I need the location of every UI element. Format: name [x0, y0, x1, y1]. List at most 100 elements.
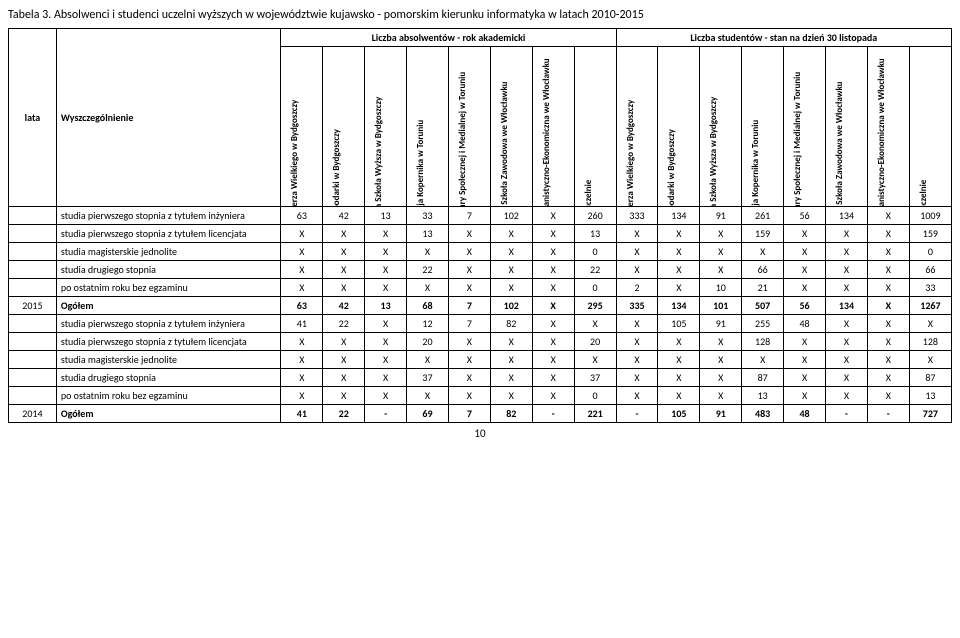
- row-label: studia pierwszego stopnia z tytułem lice…: [56, 225, 280, 243]
- data-cell: 20: [407, 333, 449, 351]
- data-cell: X: [700, 387, 742, 405]
- header-stu-4: Wyższa Szkoła Kultury Społecznej i Media…: [784, 47, 826, 207]
- data-cell: 1009: [909, 207, 951, 225]
- data-cell: X: [365, 351, 407, 369]
- data-cell: 0: [574, 279, 616, 297]
- data-cell: 12: [407, 315, 449, 333]
- data-cell: X: [323, 387, 365, 405]
- data-cell: X: [700, 243, 742, 261]
- row-label: studia magisterskie jednolite: [56, 351, 280, 369]
- header-abs-5: Państwowa Wyższa Szkoła Zawodowa we Włoc…: [490, 47, 532, 207]
- data-cell: 20: [574, 333, 616, 351]
- data-cell: -: [532, 405, 574, 423]
- data-cell: 13: [365, 207, 407, 225]
- data-cell: 21: [742, 279, 784, 297]
- data-cell: 7: [448, 297, 490, 315]
- year-cell: [9, 207, 57, 225]
- data-cell: X: [281, 225, 323, 243]
- page-number: 10: [8, 427, 952, 440]
- data-cell: X: [658, 261, 700, 279]
- data-cell: X: [867, 387, 909, 405]
- data-cell: X: [532, 387, 574, 405]
- header-abs-4: Wyższa Szkoła Kultury Społecznej i Media…: [448, 47, 490, 207]
- data-cell: X: [826, 333, 868, 351]
- header-abs-3: Uniwersytet Mikołaja Kopernika w Toruniu: [407, 47, 449, 207]
- data-cell: X: [616, 369, 658, 387]
- table-row: studia pierwszego stopnia z tytułem inży…: [9, 207, 952, 225]
- table-row: 2015Ogółem634213687102X29533513410150756…: [9, 297, 952, 315]
- year-cell: [9, 369, 57, 387]
- data-cell: 13: [365, 297, 407, 315]
- data-cell: 159: [909, 225, 951, 243]
- header-abs-1: Wyższa Szkoła Gospodarki w Bydgoszczy: [323, 47, 365, 207]
- data-cell: 91: [700, 315, 742, 333]
- header-abs-6: Wyższa Szkoła Humanistyczno-Ekonomiczna …: [532, 47, 574, 207]
- data-cell: 7: [448, 405, 490, 423]
- data-cell: X: [867, 333, 909, 351]
- data-cell: X: [658, 279, 700, 297]
- data-cell: X: [784, 333, 826, 351]
- group-absolwenci: Liczba absolwentów - rok akademicki: [281, 29, 616, 47]
- data-cell: 48: [784, 405, 826, 423]
- data-cell: X: [407, 243, 449, 261]
- data-cell: X: [448, 333, 490, 351]
- data-cell: -: [365, 405, 407, 423]
- row-label: studia pierwszego stopnia z tytułem lice…: [56, 333, 280, 351]
- data-cell: 41: [281, 315, 323, 333]
- data-cell: 10: [700, 279, 742, 297]
- data-cell: X: [532, 297, 574, 315]
- data-cell: 128: [742, 333, 784, 351]
- year-cell: [9, 333, 57, 351]
- data-cell: X: [281, 351, 323, 369]
- header-abs-0: Uniwersytet Kazimierza Wielkiego w Bydgo…: [281, 47, 323, 207]
- year-cell: [9, 351, 57, 369]
- data-cell: X: [532, 207, 574, 225]
- data-cell: X: [826, 279, 868, 297]
- data-cell: 22: [407, 261, 449, 279]
- data-cell: X: [784, 243, 826, 261]
- data-cell: X: [658, 351, 700, 369]
- data-cell: 37: [407, 369, 449, 387]
- data-cell: 68: [407, 297, 449, 315]
- col-wyszczegolnienie: Wyszczególnienie: [56, 29, 280, 207]
- data-cell: 295: [574, 297, 616, 315]
- data-cell: 42: [323, 207, 365, 225]
- data-cell: X: [532, 369, 574, 387]
- data-cell: 66: [909, 261, 951, 279]
- data-cell: X: [658, 369, 700, 387]
- data-cell: 37: [574, 369, 616, 387]
- header-stu-2: Kujawsko-Pomorska Szkoła Wyższa w Bydgos…: [700, 47, 742, 207]
- data-cell: X: [826, 225, 868, 243]
- data-cell: X: [532, 225, 574, 243]
- data-cell: X: [365, 333, 407, 351]
- data-cell: X: [323, 333, 365, 351]
- data-cell: 7: [448, 207, 490, 225]
- data-cell: 483: [742, 405, 784, 423]
- data-cell: X: [616, 315, 658, 333]
- data-cell: X: [490, 243, 532, 261]
- data-cell: 333: [616, 207, 658, 225]
- data-cell: X: [784, 369, 826, 387]
- data-cell: X: [658, 225, 700, 243]
- data-cell: X: [281, 387, 323, 405]
- data-cell: 69: [407, 405, 449, 423]
- data-cell: X: [448, 225, 490, 243]
- data-cell: X: [867, 261, 909, 279]
- data-cell: X: [323, 279, 365, 297]
- data-cell: X: [658, 243, 700, 261]
- data-cell: X: [281, 261, 323, 279]
- data-cell: X: [490, 351, 532, 369]
- data-cell: 2: [616, 279, 658, 297]
- group-studenci: Liczba studentów - stan na dzień 30 list…: [616, 29, 951, 47]
- data-cell: X: [323, 369, 365, 387]
- data-cell: X: [490, 369, 532, 387]
- data-cell: 63: [281, 297, 323, 315]
- data-cell: X: [658, 333, 700, 351]
- data-cell: 102: [490, 297, 532, 315]
- year-cell: [9, 315, 57, 333]
- row-label: studia drugiego stopnia: [56, 261, 280, 279]
- data-cell: X: [826, 351, 868, 369]
- data-cell: 134: [658, 207, 700, 225]
- data-cell: X: [532, 261, 574, 279]
- data-cell: 13: [909, 387, 951, 405]
